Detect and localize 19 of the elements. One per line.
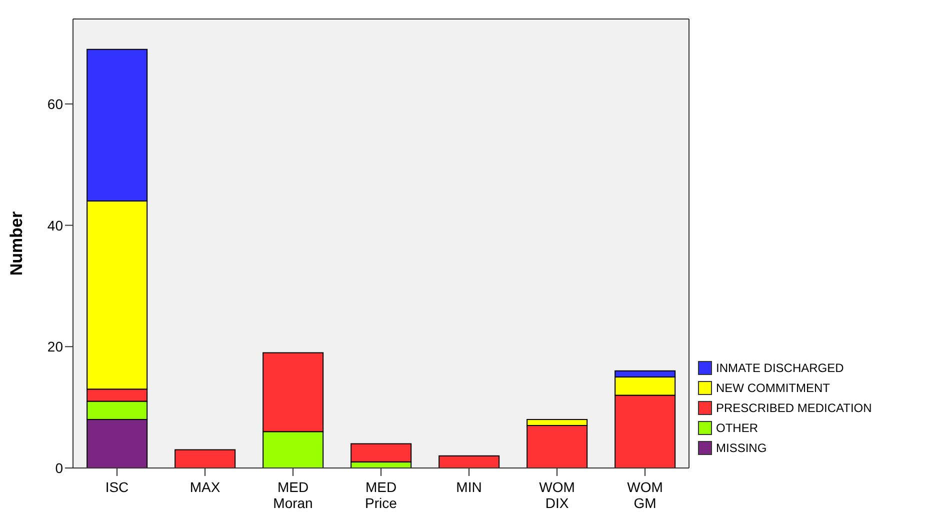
x-tick-label: MIN: [456, 479, 482, 495]
y-tick-label: 20: [47, 338, 64, 355]
legend-label: INMATE DISCHARGED: [716, 361, 844, 375]
legend-label: PRESCRIBED MEDICATION: [716, 401, 872, 415]
x-tick-label: MED Price: [365, 479, 398, 511]
y-tick-label: 0: [55, 460, 64, 476]
x-tick-label: MAX: [190, 479, 221, 495]
bar: [438, 455, 500, 468]
bar: [174, 449, 236, 468]
x-tick-label: ISC: [105, 479, 129, 495]
y-tick-label: 40: [47, 217, 64, 234]
x-tick-label: MED Moran: [273, 479, 313, 511]
legend-label: NEW COMMITMENT: [716, 381, 830, 395]
legend-label: MISSING: [716, 441, 767, 455]
x-tick-label: WOM DIX: [539, 479, 575, 511]
y-axis-title: Number: [7, 211, 26, 276]
legend-label: OTHER: [716, 421, 758, 435]
y-tick-label: 60: [47, 96, 64, 112]
x-tick-label: WOM GM: [627, 479, 663, 511]
